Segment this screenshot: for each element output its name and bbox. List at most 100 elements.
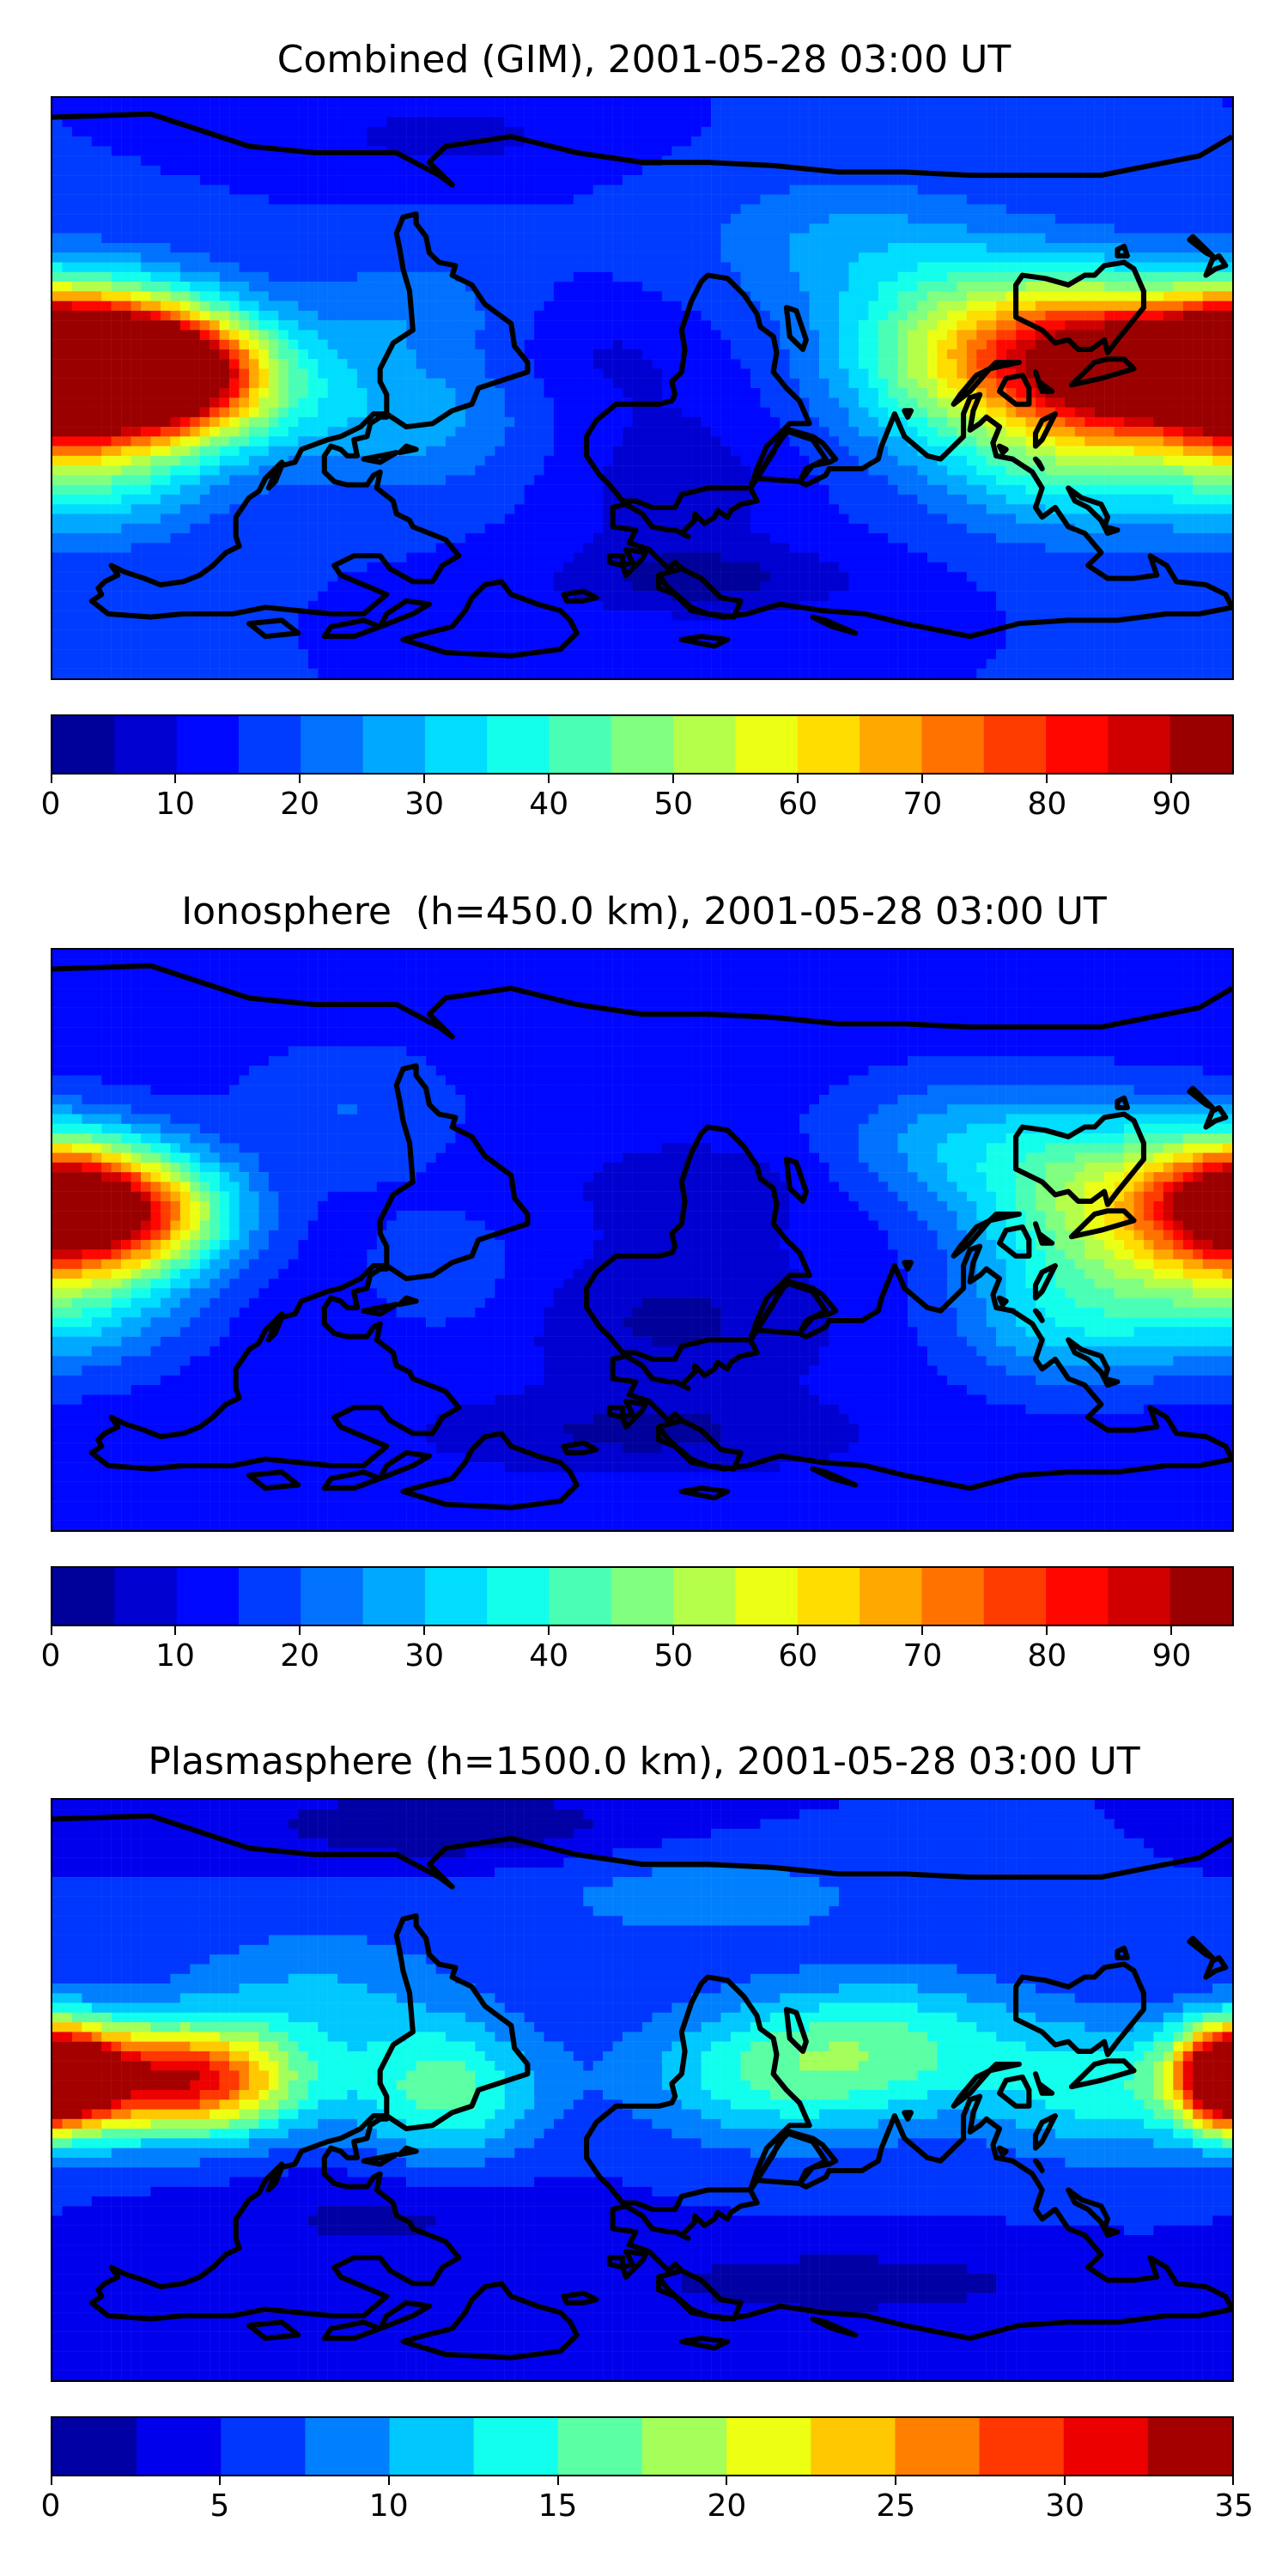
chart-3-colorbar-level [305,2418,391,2475]
chart-2-colorbar-level [549,1568,612,1625]
chart-1-tick-label: 60 [778,787,817,823]
chart-2-tick-mark [672,1626,675,1635]
chart-3-tick-mark [895,2476,897,2485]
chart-3-tick-label: 25 [876,2488,915,2524]
chart-1-colorbar-ticks: 0 10 20 30 40 50 60 70 80 90 [41,775,1234,826]
chart-2-tick-mark [548,1626,550,1635]
chart-3-field [52,1800,1232,2380]
chart-3-colorbar-level [52,2418,137,2475]
chart-1-tick-mark [797,775,799,783]
chart-3-colorbar-ticks: 0 5 10 15 20 25 30 35 [41,2476,1254,2528]
chart-3-colorbar-level [473,2418,559,2475]
chart-3-tick-label: 5 [210,2488,229,2524]
chart-2-tick-mark [1046,1626,1048,1635]
chart-1-tick-label: 0 [41,787,61,823]
chart-1-tick-mark [51,775,52,783]
chart-3-tick-label: 20 [708,2488,747,2524]
chart-3-colorbar-level [642,2418,727,2475]
chart-3-tick-label: 0 [41,2488,61,2524]
chart-2-colorbar-level [424,1568,488,1625]
chart-2-colorbar-level [1108,1568,1171,1625]
chart-1-colorbar-level [1108,716,1171,773]
chart-3-colorbar-level [137,2418,222,2475]
chart-2-tick-label: 0 [41,1638,61,1674]
chart-3-tick-label: 30 [1045,2488,1084,2524]
chart-3-colorbar-level [557,2418,643,2475]
chart-1-colorbar-level [983,716,1047,773]
chart-2-colorbar-level [362,1568,426,1625]
chart-1-tick-label: 70 [902,787,942,823]
chart-2-colorbar-level [921,1568,985,1625]
chart-1-title: Combined (GIM), 2001-05-28 03:00 UT [0,36,1288,84]
chart-3-tick-label: 15 [538,2488,578,2524]
chart-1-colorbar-level [673,716,736,773]
chart-3-map [51,1798,1234,2382]
chart-2-colorbar-level [1046,1568,1109,1625]
chart-2-colorbar-level [797,1568,860,1625]
chart-1-colorbar-level [797,716,860,773]
chart-3-colorbar-level [1063,2418,1149,2475]
chart-1-tick-mark [174,775,177,783]
chart-1-tick-label: 90 [1152,787,1192,823]
chart-1-tick-mark [423,775,426,783]
chart-3-tick-mark [387,2476,390,2485]
chart-2-colorbar-level [487,1568,550,1625]
chart-2-tick-label: 50 [653,1638,693,1674]
chart-1-colorbar-level [487,716,550,773]
chart-1-tick-mark [299,775,301,783]
chart-1-colorbar-level [362,716,426,773]
chart-1-colorbar-level [114,716,178,773]
chart-1-tick-mark [548,775,550,783]
chart-1-tick-label: 20 [280,787,319,823]
chart-1-colorbar-level [301,716,364,773]
chart-3-colorbar-level [979,2418,1065,2475]
chart-3-tick-mark [1064,2476,1066,2485]
chart-1-colorbar-level [176,716,240,773]
chart-2-tick-label: 20 [280,1638,319,1674]
chart-2-colorbar-level [301,1568,364,1625]
chart-2-tick-label: 80 [1028,1638,1067,1674]
chart-2-colorbar-level [114,1568,178,1625]
chart-3-colorbar [51,2416,1234,2476]
chart-1-tick-label: 40 [529,787,568,823]
chart-1-tick-label: 80 [1028,787,1067,823]
chart-1-colorbar-level [611,716,674,773]
chart-2-colorbar-level [735,1568,799,1625]
chart-3-tick-label: 10 [369,2488,409,2524]
chart-1-colorbar-level [735,716,799,773]
chart-2-tick-mark [797,1626,799,1635]
chart-2-tick-mark [51,1626,52,1635]
chart-2-field [52,950,1232,1530]
chart-1-map [51,96,1234,680]
chart-2-tick-label: 70 [902,1638,942,1674]
chart-2-tick-mark [921,1626,924,1635]
chart-3-tick-label: 35 [1214,2488,1254,2524]
chart-3-colorbar-level [811,2418,896,2475]
chart-1-colorbar-level [1170,716,1232,773]
chart-3-tick-mark [726,2476,728,2485]
chart-3-tick-mark [1232,2476,1234,2485]
chart-2-colorbar-level [983,1568,1047,1625]
chart-1-colorbar-level [860,716,922,773]
chart-2-map [51,948,1234,1532]
chart-3-colorbar-level [1147,2418,1232,2475]
chart-2-tick-label: 10 [155,1638,195,1674]
chart-2-colorbar-level [238,1568,301,1625]
chart-3-colorbar-level [726,2418,811,2475]
chart-2-colorbar-level [176,1568,240,1625]
chart-2-colorbar [51,1566,1234,1626]
chart-3-tick-mark [556,2476,559,2485]
chart-1-tick-label: 30 [404,787,444,823]
chart-2-colorbar-level [611,1568,674,1625]
chart-1-tick-label: 50 [653,787,693,823]
chart-2-tick-mark [299,1626,301,1635]
chart-1-tick-mark [672,775,675,783]
chart-2-tick-mark [423,1626,426,1635]
chart-1-colorbar-level [549,716,612,773]
chart-1-tick-mark [1170,775,1173,783]
chart-2-colorbar-level [673,1568,736,1625]
chart-3-colorbar-level [895,2418,981,2475]
chart-1-colorbar-level [1046,716,1109,773]
chart-2-tick-label: 30 [404,1638,444,1674]
chart-1-tick-mark [1046,775,1048,783]
